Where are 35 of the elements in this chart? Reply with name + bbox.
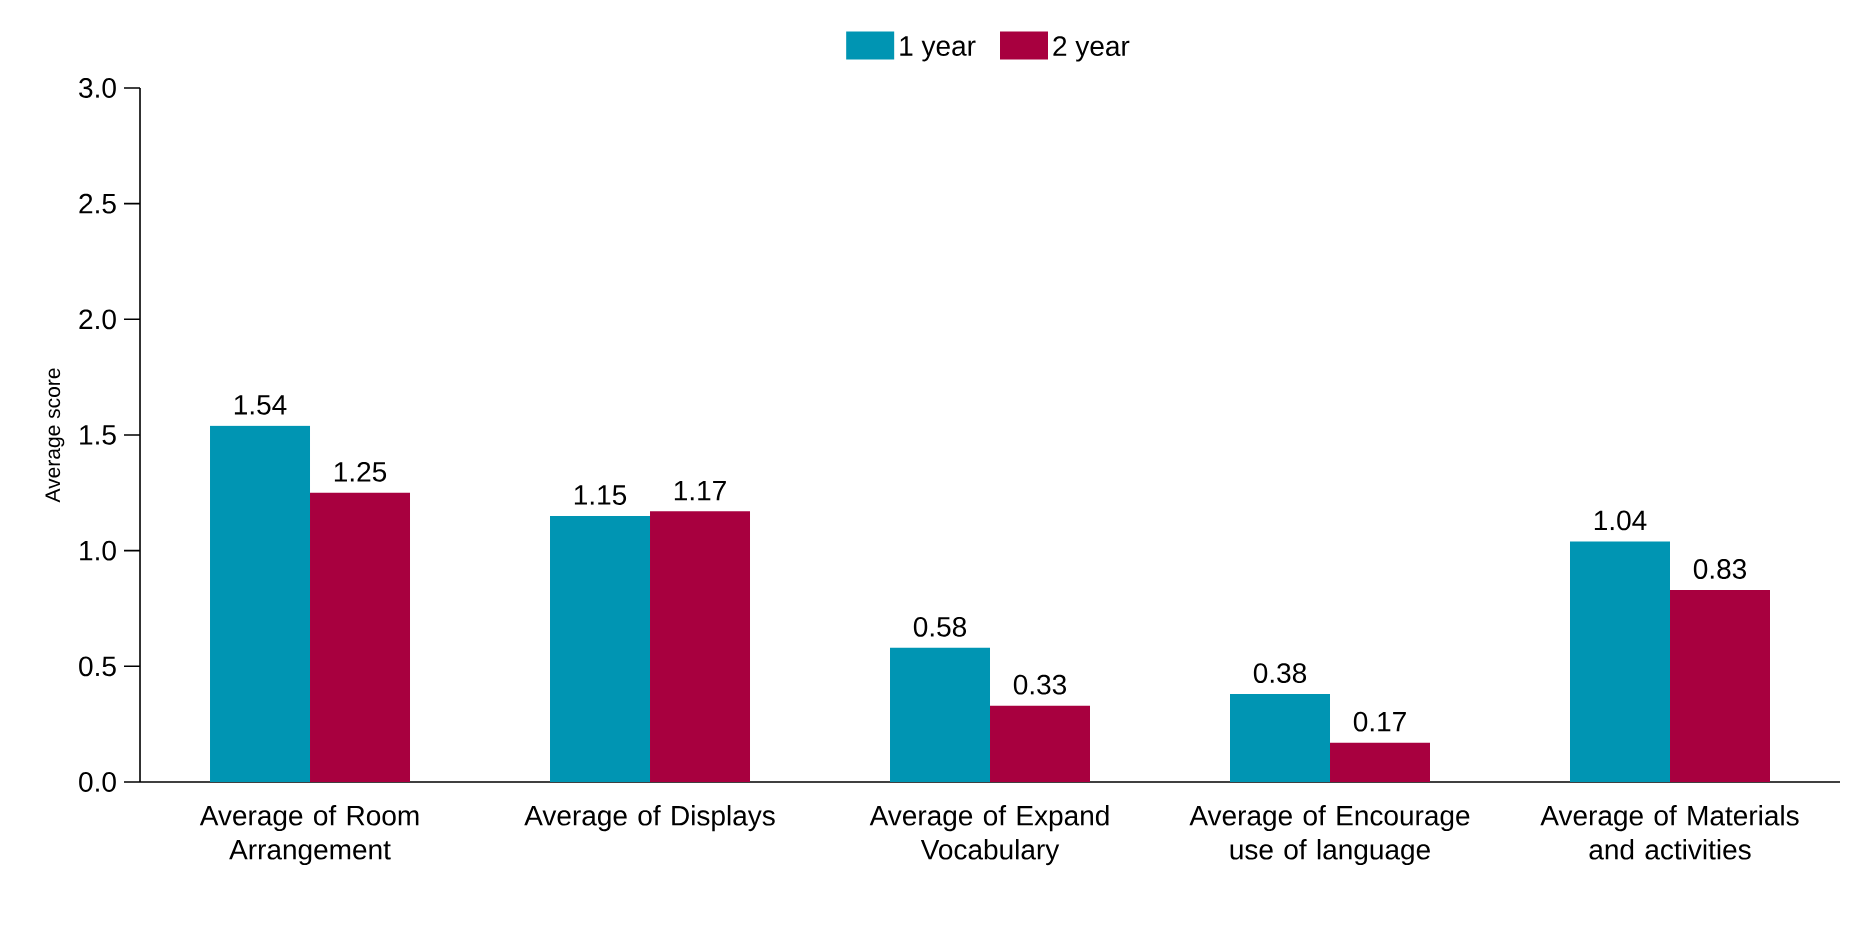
y-tick-label: 2.0 [79,309,116,330]
data-label: 0.17 [1353,711,1406,732]
bar [1330,742,1430,782]
bar [1670,589,1770,782]
bar [310,492,411,782]
x-tick-label: Average of Encourage use of language [1189,805,1470,866]
bar [1570,541,1670,782]
y-tick-label: 1.0 [80,540,116,561]
legend-label: 1 year [900,36,976,62]
data-label: 1.04 [1594,510,1647,531]
y-tick-label: 3.0 [79,78,116,98]
y-tick-label: 2.5 [79,193,116,214]
data-label: 1.54 [234,395,287,415]
x-tick-label: Average of Room Arrangement [199,805,419,866]
y-tick-label: 0.0 [79,772,116,792]
data-label: 0.38 [1253,663,1307,684]
x-tick-label: Average of Expand Vocabulary [869,805,1109,866]
data-label: 0.33 [1013,674,1067,695]
data-label: 1.15 [574,485,627,505]
data-label: 0.83 [1693,559,1747,579]
data-label: 1.25 [334,461,387,482]
data-label: 0.58 [913,616,967,637]
x-tick-label: Average of Displays [524,805,775,832]
bar [890,647,991,782]
bar [1230,694,1331,782]
bar [210,425,311,782]
bar [550,515,651,782]
bar [990,705,1090,782]
data-label: 1.17 [674,481,726,501]
bar [650,511,750,782]
y-axis-title: Average score [45,368,65,503]
legend-label: 2 year [1053,36,1130,62]
y-tick-label: 0.5 [79,656,116,677]
x-tick-label: Average of Materials and activities [1540,805,1799,860]
y-tick-label: 1.5 [80,425,116,445]
